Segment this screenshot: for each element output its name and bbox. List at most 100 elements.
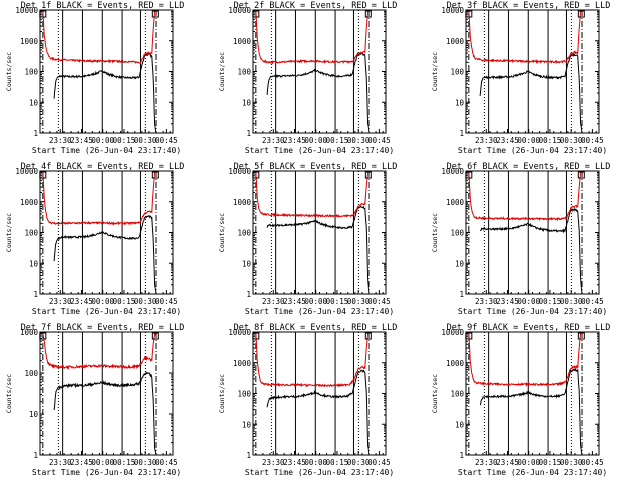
events-series-line xyxy=(266,51,370,134)
x-axis-label: Start Time (26-Jun-04 23:17:40) xyxy=(32,468,181,477)
y-tick-label: 1 xyxy=(33,129,38,138)
lld-series-line xyxy=(255,170,370,219)
y-axis-label: Counts/sec xyxy=(218,52,226,91)
x-tick-label: 00:15 xyxy=(326,297,349,306)
events-series-line xyxy=(53,214,157,295)
y-tick-label: 1000 xyxy=(233,37,252,46)
x-tick-label: 23:30 xyxy=(49,297,72,306)
x-tick-label: 00:15 xyxy=(539,136,562,145)
y-tick-label: 100 xyxy=(24,68,38,77)
x-axis-label: Start Time (26-Jun-04 23:17:40) xyxy=(458,146,607,155)
x-tick-label: 00:00 xyxy=(91,458,114,467)
x-tick-label: 00:30 xyxy=(560,136,583,145)
time-marker-box xyxy=(364,171,372,179)
y-tick-label: 1000 xyxy=(20,328,39,337)
x-tick-label: 00:45 xyxy=(581,458,604,467)
y-tick-label: 1000 xyxy=(446,198,465,207)
x-tick-label: 00:15 xyxy=(326,458,349,467)
x-tick-label: 00:45 xyxy=(368,297,391,306)
x-tick-label: 00:30 xyxy=(347,458,370,467)
y-tick-label: 10000 xyxy=(441,167,464,176)
chart-title: Det 5f BLACK = Events, RED = LLD xyxy=(234,162,398,172)
y-tick-label: 1000 xyxy=(20,198,39,207)
x-tick-label: 00:30 xyxy=(134,297,157,306)
lld-series-line xyxy=(468,331,583,388)
chart-panel-9: Det 9f BLACK = Events, RED = LLD 1 10 100 10… xyxy=(431,323,610,477)
x-tick-label: 23:30 xyxy=(262,297,285,306)
x-tick-label: 23:30 xyxy=(475,297,498,306)
chart-panel-1: Det 1f BLACK = Events, RED = LLD 1 10 100 10… xyxy=(5,1,184,155)
x-tick-label: 23:30 xyxy=(49,458,72,467)
y-tick-label: 1000 xyxy=(233,359,252,368)
lld-series-line xyxy=(468,9,583,65)
x-tick-label: 00:15 xyxy=(113,136,136,145)
x-tick-label: 00:30 xyxy=(560,297,583,306)
chart-panel-8: Det 8f BLACK = Events, RED = LLD 1 10 100 10… xyxy=(218,323,397,477)
y-tick-label: 10 xyxy=(29,98,39,107)
chart-title: Det 8f BLACK = Events, RED = LLD xyxy=(234,323,398,333)
chart-panel-5: Det 5f BLACK = Events, RED = LLD 1 10 100 10… xyxy=(218,162,397,316)
chart-panel-2: Det 2f BLACK = Events, RED = LLD 1 10 100 10… xyxy=(218,1,397,155)
x-tick-label: 00:45 xyxy=(581,136,604,145)
x-tick-label: 00:30 xyxy=(347,136,370,145)
y-tick-label: 1 xyxy=(246,129,251,138)
y-tick-label: 1000 xyxy=(446,359,465,368)
time-marker-box xyxy=(151,332,159,340)
chart-panel-6: Det 6f BLACK = Events, RED = LLD 1 10 100 10… xyxy=(431,162,610,316)
time-marker-box xyxy=(364,332,372,340)
x-tick-label: 00:15 xyxy=(539,297,562,306)
x-axis-label: Start Time (26-Jun-04 23:17:40) xyxy=(245,146,394,155)
x-axis-label: Start Time (26-Jun-04 23:17:40) xyxy=(245,468,394,477)
x-axis-label: Start Time (26-Jun-04 23:17:40) xyxy=(245,307,394,316)
y-tick-label: 10000 xyxy=(15,6,38,15)
events-series-line xyxy=(53,52,157,134)
y-tick-label: 10 xyxy=(455,259,465,268)
events-series-line xyxy=(479,367,583,456)
y-tick-label: 1 xyxy=(459,290,464,299)
y-tick-label: 10 xyxy=(242,259,252,268)
chart-title: Det 6f BLACK = Events, RED = LLD xyxy=(447,162,611,172)
x-axis-label: Start Time (26-Jun-04 23:17:40) xyxy=(32,146,181,155)
y-tick-label: 10 xyxy=(242,98,252,107)
y-tick-label: 10 xyxy=(29,259,39,268)
x-tick-label: 23:30 xyxy=(49,136,72,145)
lld-series-line xyxy=(42,331,157,370)
events-series-line xyxy=(266,205,370,295)
x-tick-label: 00:00 xyxy=(91,136,114,145)
x-tick-label: 00:45 xyxy=(368,136,391,145)
x-tick-label: 23:45 xyxy=(70,136,93,145)
x-tick-label: 00:30 xyxy=(134,458,157,467)
time-marker-box xyxy=(364,10,372,18)
y-tick-label: 10000 xyxy=(441,328,464,337)
x-tick-label: 23:30 xyxy=(475,458,498,467)
y-tick-label: 100 xyxy=(24,229,38,238)
x-tick-label: 00:45 xyxy=(155,136,178,145)
lld-series-line xyxy=(42,170,157,226)
y-tick-label: 10000 xyxy=(228,167,251,176)
x-axis-label: Start Time (26-Jun-04 23:17:40) xyxy=(458,468,607,477)
y-tick-label: 10000 xyxy=(15,167,38,176)
y-tick-label: 100 xyxy=(24,369,38,378)
x-tick-label: 23:30 xyxy=(262,458,285,467)
x-tick-label: 00:00 xyxy=(91,297,114,306)
time-marker-box xyxy=(151,171,159,179)
x-tick-label: 00:45 xyxy=(155,458,178,467)
lld-series-line xyxy=(255,9,370,65)
x-tick-label: 00:45 xyxy=(581,297,604,306)
x-tick-label: 23:45 xyxy=(496,136,519,145)
events-series-line xyxy=(479,208,583,295)
y-tick-label: 10000 xyxy=(228,328,251,337)
lld-series-line xyxy=(468,170,583,222)
x-tick-label: 00:15 xyxy=(539,458,562,467)
x-axis-label: Start Time (26-Jun-04 23:17:40) xyxy=(458,307,607,316)
x-tick-label: 00:00 xyxy=(304,136,327,145)
x-tick-label: 00:00 xyxy=(304,297,327,306)
time-marker-box xyxy=(577,171,585,179)
y-tick-label: 1 xyxy=(33,451,38,460)
events-series-line xyxy=(266,369,370,456)
chart-panel-3: Det 3f BLACK = Events, RED = LLD 1 10 100 10… xyxy=(431,1,610,155)
y-tick-label: 100 xyxy=(450,229,464,238)
y-tick-label: 10 xyxy=(455,98,465,107)
y-axis-label: Counts/sec xyxy=(5,213,13,252)
